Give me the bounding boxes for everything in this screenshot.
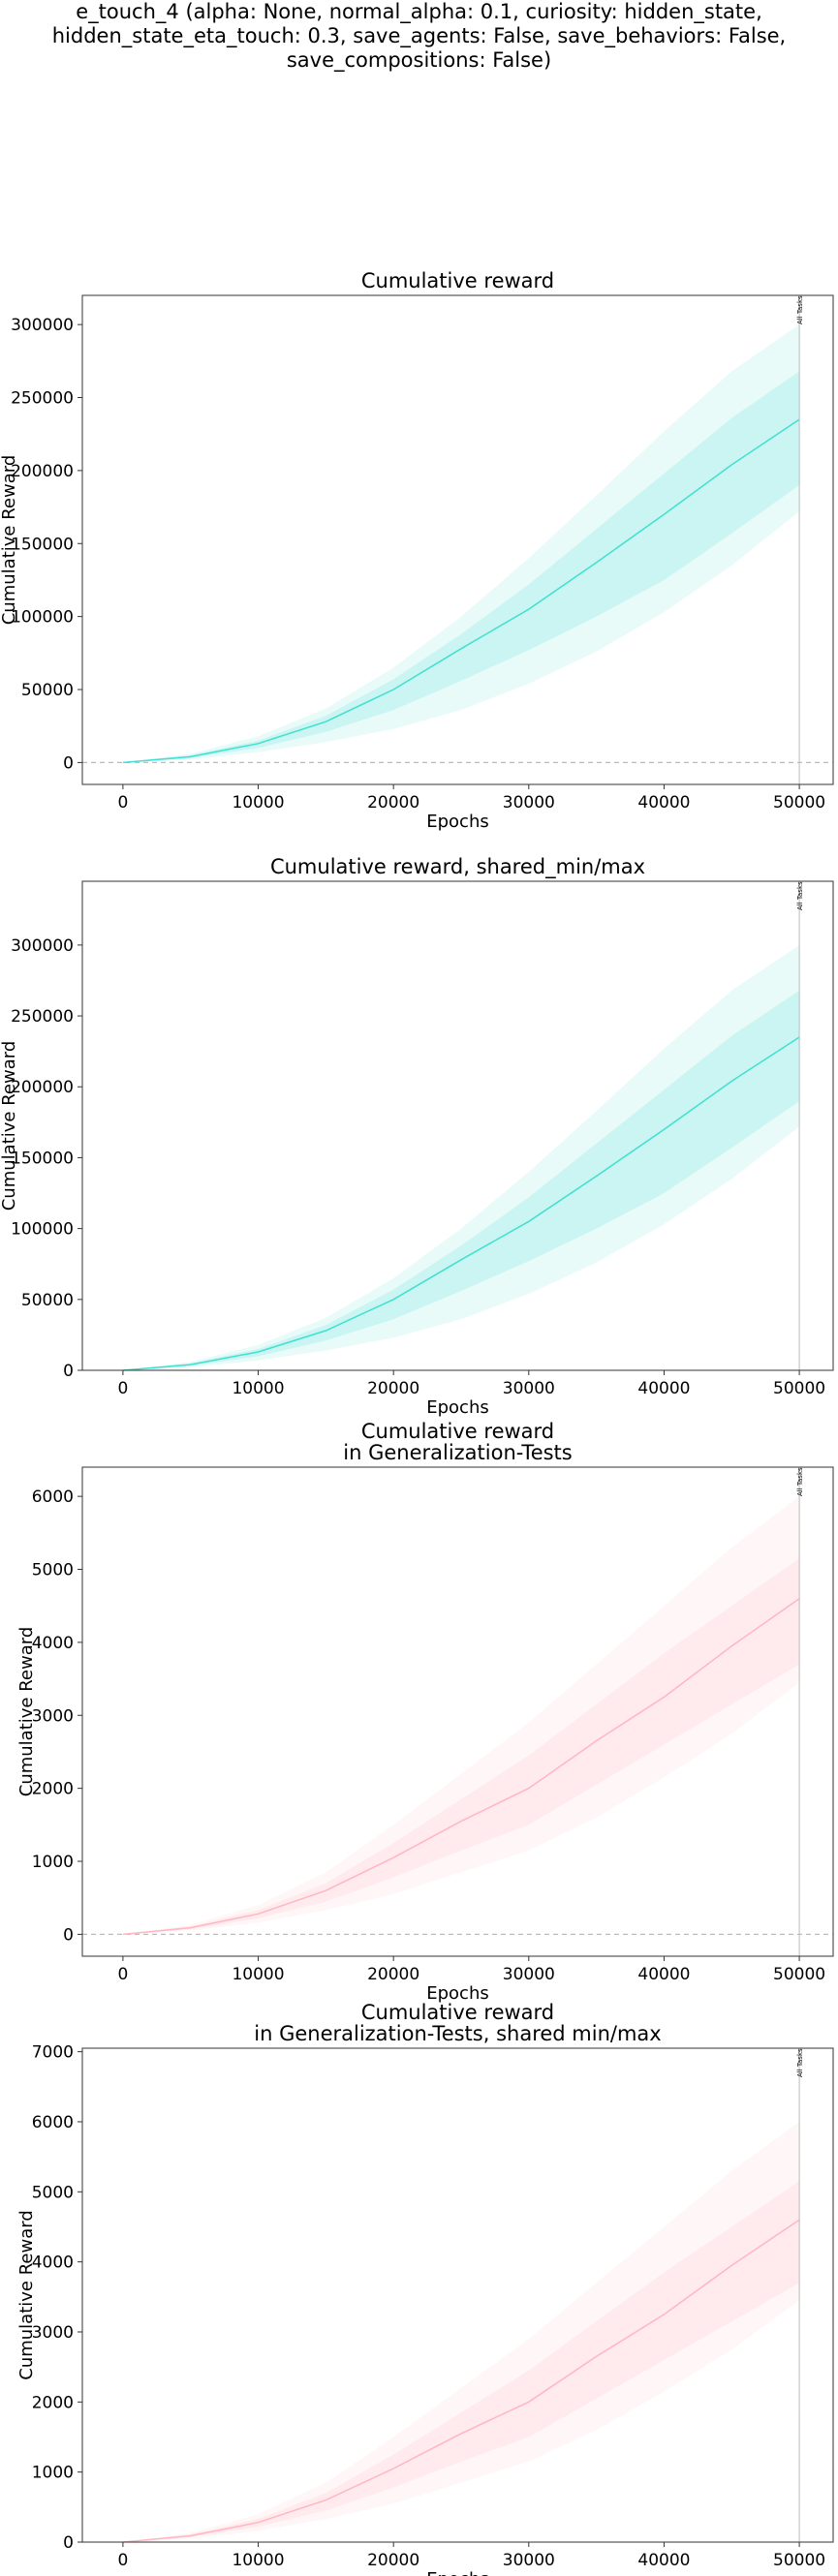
y-axis-label: Cumulative Reward <box>16 2210 37 2380</box>
y-tick-label: 300000 <box>11 316 74 335</box>
x-tick-label: 10000 <box>232 2551 284 2570</box>
chart-title: Cumulative reward in Generalization-Tests <box>343 1420 572 1464</box>
figure-title-line-3: save_compositions: False) <box>286 48 552 72</box>
x-tick-label: 30000 <box>503 1965 555 1984</box>
outer-band <box>122 1496 800 1935</box>
x-tick-label: 30000 <box>503 2551 555 2570</box>
chart-generalization-reward-shared: Cumulative reward in Generalization-Tests… <box>16 2001 834 2576</box>
y-axis-label: Cumulative Reward <box>0 1041 19 1211</box>
y-tick-label: 250000 <box>11 389 74 409</box>
mean-line <box>122 1036 800 1371</box>
y-tick-label: 4000 <box>32 2254 74 2273</box>
y-tick-label: 0 <box>63 1925 74 1945</box>
chart-title-line: Cumulative reward, shared_min/max <box>270 855 645 879</box>
chart-title: Cumulative reward in Generalization-Tests… <box>254 2001 661 2045</box>
x-tick-label: 40000 <box>637 1379 690 1398</box>
x-axis-label: Epochs <box>426 812 489 832</box>
x-tick-label: 50000 <box>773 2551 825 2570</box>
x-tick-label: 20000 <box>367 1379 419 1398</box>
y-axis-label: Cumulative Reward <box>0 455 19 626</box>
y-tick-label: 50000 <box>21 681 74 700</box>
y-tick-label: 300000 <box>11 936 74 956</box>
y-tick-label: 250000 <box>11 1007 74 1027</box>
x-tick-label: 20000 <box>367 1965 419 1984</box>
plot-frame <box>81 294 834 785</box>
outer-band <box>122 324 800 763</box>
x-tick-label: 20000 <box>367 2551 419 2570</box>
all-tasks-label: All Tasks <box>796 295 804 324</box>
chart-title-line: Cumulative reward <box>361 1420 554 1443</box>
x-tick-label: 10000 <box>232 1965 284 1984</box>
y-tick-label: 1000 <box>32 1853 74 1872</box>
chart-title-line: in Generalization-Tests <box>343 1441 572 1464</box>
chart-title-line: Cumulative reward <box>361 2001 554 2024</box>
x-tick-label: 30000 <box>503 1379 555 1398</box>
x-tick-label: 50000 <box>773 1379 825 1398</box>
x-tick-label: 0 <box>117 1379 128 1398</box>
y-tick-label: 0 <box>63 1362 74 1381</box>
x-tick-label: 0 <box>117 2551 128 2570</box>
all-tasks-label: All Tasks <box>796 2048 804 2077</box>
chart-title: Cumulative reward, shared_min/max <box>270 855 645 879</box>
x-tick-label: 40000 <box>637 1965 690 1984</box>
y-axis-label: Cumulative Reward <box>16 1627 37 1797</box>
inner-band <box>122 990 800 1370</box>
chart-title-line: Cumulative reward <box>361 269 554 292</box>
y-tick-label: 150000 <box>11 1149 74 1168</box>
y-tick-label: 5000 <box>32 2183 74 2202</box>
figure-title-line-2: hidden_state_eta_touch: 0.3, save_agents… <box>51 24 787 47</box>
inner-band <box>122 371 800 763</box>
mean-line <box>122 418 800 764</box>
x-tick-label: 40000 <box>637 2551 690 2570</box>
y-tick-label: 0 <box>63 753 74 773</box>
mean-line <box>122 2219 800 2543</box>
all-tasks-label: All Tasks <box>796 881 804 910</box>
y-tick-label: 150000 <box>11 535 74 554</box>
x-tick-label: 10000 <box>232 793 284 813</box>
plot-frame <box>81 880 834 1371</box>
y-tick-label: 4000 <box>32 1634 74 1653</box>
y-tick-label: 5000 <box>32 1561 74 1580</box>
chart-cumulative-reward-shared: Cumulative reward, shared_min/max All Tas… <box>0 855 834 1418</box>
y-tick-label: 100000 <box>11 608 74 628</box>
y-tick-label: 7000 <box>32 2043 74 2063</box>
y-tick-label: 3000 <box>32 1706 74 1726</box>
plot-frame <box>81 2047 834 2543</box>
y-tick-label: 2000 <box>32 2393 74 2412</box>
x-axis-label: Epochs <box>426 1397 489 1418</box>
mean-line <box>122 1598 800 1936</box>
y-tick-label: 100000 <box>11 1220 74 1240</box>
y-tick-label: 1000 <box>32 2464 74 2483</box>
chart-title: Cumulative reward <box>361 269 554 292</box>
outer-band <box>122 944 800 1370</box>
x-axis-label: Epochs <box>426 1983 489 2004</box>
outer-band <box>122 2122 800 2542</box>
y-tick-label: 6000 <box>32 1487 74 1507</box>
y-tick-label: 50000 <box>21 1291 74 1310</box>
x-tick-label: 30000 <box>503 793 555 813</box>
chart-title-line: in Generalization-Tests, shared min/max <box>254 2022 661 2045</box>
x-tick-label: 0 <box>117 793 128 813</box>
chart-generalization-reward: Cumulative reward in Generalization-Tests… <box>16 1420 834 2004</box>
chart-cumulative-reward: Cumulative reward All Tasks 0 10000 20000 300… <box>0 269 834 832</box>
figure-title-line-1: e_touch_4 (alpha: None, normal_alpha: 0.… <box>76 0 762 23</box>
y-tick-label: 200000 <box>11 462 74 481</box>
x-tick-label: 0 <box>117 1965 128 1984</box>
x-tick-label: 10000 <box>232 1379 284 1398</box>
x-tick-label: 20000 <box>367 793 419 813</box>
y-tick-label: 0 <box>63 2533 74 2553</box>
x-tick-label: 40000 <box>637 793 690 813</box>
y-tick-label: 3000 <box>32 2323 74 2343</box>
plot-frame <box>81 1466 834 1957</box>
x-tick-label: 50000 <box>773 793 825 813</box>
x-tick-label: 50000 <box>773 1965 825 1984</box>
all-tasks-label: All Tasks <box>796 1467 804 1496</box>
y-tick-label: 200000 <box>11 1078 74 1097</box>
y-tick-label: 6000 <box>32 2113 74 2132</box>
figure-title: e_touch_4 (alpha: None, normal_alpha: 0.… <box>0 0 838 73</box>
y-tick-label: 2000 <box>32 1780 74 1799</box>
